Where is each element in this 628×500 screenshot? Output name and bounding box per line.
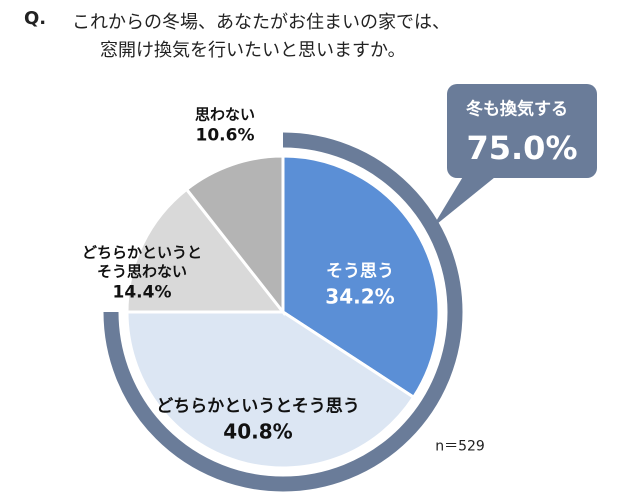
title-line: 窓開け換気を行いたいと思いますか。 [100,40,406,61]
slice-value: 34.2% [325,284,395,308]
callout-value: 75.0% [466,129,578,167]
question-label: Q. [24,8,47,29]
slice-label: そう思う [326,261,394,282]
slice-label: どちらかというと そう思わない [81,243,203,280]
pie-slice [125,187,287,314]
title-line: これからの冬場、あなたがお住まいの家では、 [72,12,450,33]
slice-value: 40.8% [223,419,293,443]
pie-slice [184,154,285,317]
slice-label: 思わない [194,105,256,124]
sample-note: n＝529 [435,438,485,455]
slice-label: どちらかというとそう思う [156,396,360,417]
callout-box [447,84,597,178]
pie-slice [125,310,416,470]
slice-value: 10.6% [195,125,255,146]
slice-value: 14.4% [112,282,172,303]
callout-pointer [432,165,510,228]
callout-text: 冬も換気する [466,99,568,120]
highlight-ring [103,132,463,492]
